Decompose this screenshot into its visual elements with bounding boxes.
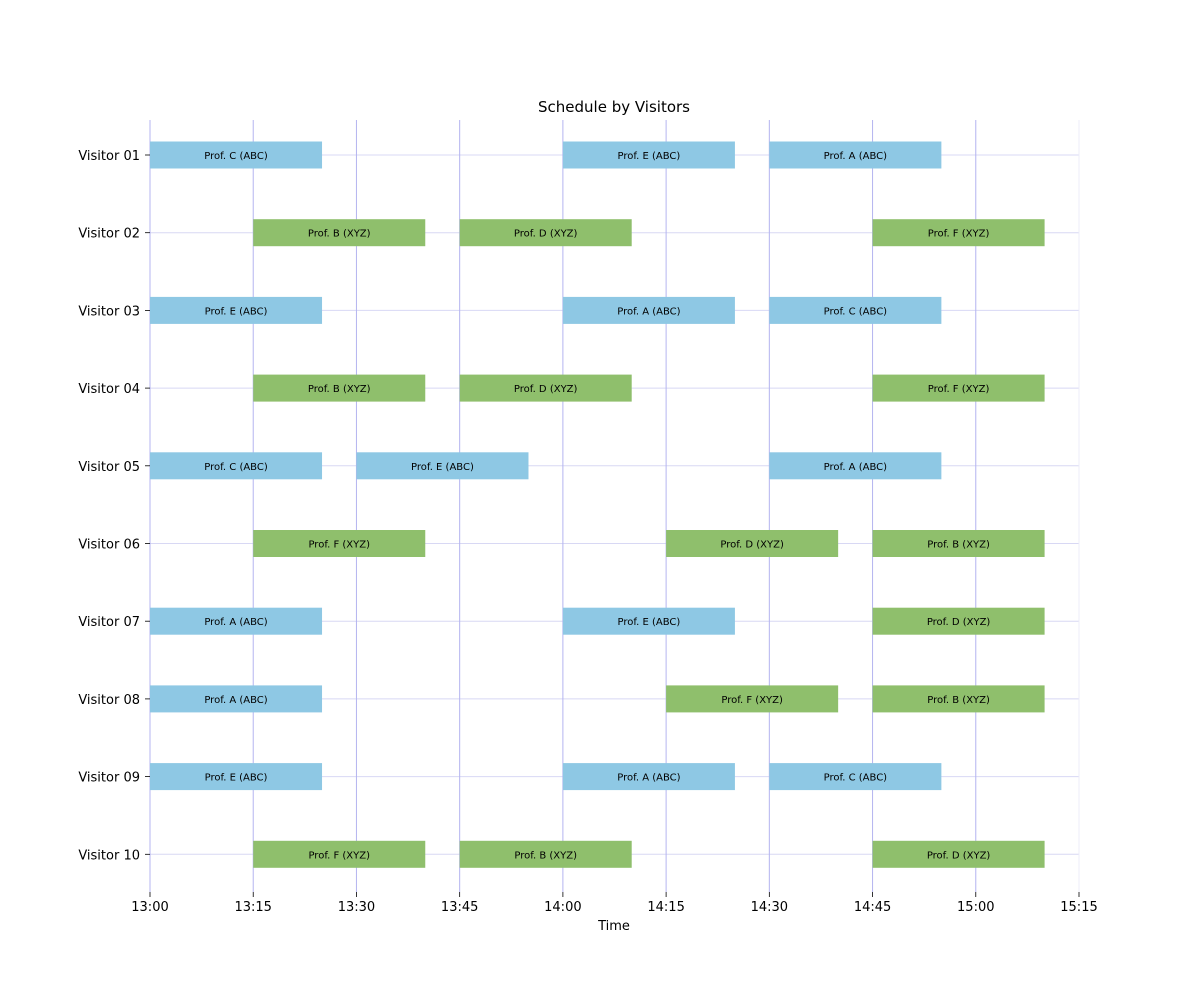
meeting-bar-label: Prof. A (ABC): [204, 695, 267, 706]
meeting-bar: [872, 219, 1045, 247]
meeting-bar-label: Prof. F (XYZ): [721, 695, 783, 706]
meeting-bar-label: Prof. D (XYZ): [720, 540, 784, 551]
x-axis-label: Time: [597, 919, 630, 934]
meeting-bar-label: Prof. B (XYZ): [514, 850, 577, 861]
meeting-bar: [562, 296, 735, 324]
meeting-bar-label: Prof. E (ABC): [205, 306, 268, 317]
meeting-bar: [666, 530, 839, 557]
x-tick-label: 14:45: [854, 900, 891, 915]
meeting-bar-label: Prof. A (ABC): [824, 151, 887, 162]
chart-title: Schedule by Visitors: [538, 98, 690, 116]
y-tick-label: Visitor 10: [78, 848, 140, 863]
meeting-bar: [253, 840, 426, 868]
meeting-bar: [253, 219, 426, 247]
meeting-bar: [562, 607, 735, 635]
x-tick-label: 14:00: [544, 900, 581, 915]
meeting-bar-label: Prof. D (XYZ): [927, 617, 991, 628]
meeting-bar: [666, 685, 839, 713]
meeting-bar-label: Prof. A (ABC): [824, 462, 887, 473]
meeting-bar-label: Prof. E (ABC): [411, 462, 474, 473]
meeting-bar: [872, 607, 1045, 635]
y-tick-label: Visitor 06: [78, 538, 140, 553]
meeting-bar: [150, 141, 323, 169]
y-tick-label: Visitor 03: [78, 304, 140, 319]
meeting-bar: [769, 296, 942, 324]
meeting-bar: [872, 374, 1045, 402]
y-tick-label: Visitor 09: [78, 771, 140, 786]
x-tick-label: 13:15: [234, 900, 271, 915]
meeting-bar-label: Prof. C (ABC): [824, 306, 888, 317]
meeting-bar-label: Prof. E (ABC): [617, 617, 680, 628]
meeting-bar: [769, 763, 942, 791]
meeting-bar: [562, 763, 735, 791]
meeting-bar: [769, 141, 942, 169]
x-tick-label: 15:15: [1060, 900, 1097, 915]
y-tick-label: Visitor 02: [78, 227, 140, 242]
meeting-bar-label: Prof. E (ABC): [617, 151, 680, 162]
meeting-bar-label: Prof. B (XYZ): [308, 229, 371, 240]
meeting-bar-label: Prof. C (ABC): [204, 151, 268, 162]
meeting-bar-label: Prof. A (ABC): [617, 306, 680, 317]
meeting-bar: [150, 607, 323, 635]
meeting-bar-label: Prof. C (ABC): [824, 773, 888, 784]
meeting-bar: [253, 374, 426, 402]
meeting-bar: [253, 530, 426, 557]
meeting-bar-label: Prof. F (XYZ): [308, 540, 370, 551]
x-tick-label: 13:30: [338, 900, 375, 915]
meeting-bar: [562, 141, 735, 169]
meeting-bar-label: Prof. A (ABC): [617, 773, 680, 784]
y-tick-label: Visitor 05: [78, 460, 140, 475]
meeting-bar: [459, 374, 632, 402]
axis-layer: 13:00 13:15 13:30 13:45 14:00 14:15 14:30 14:45…: [78, 149, 1097, 915]
meeting-bar: [872, 840, 1045, 868]
meeting-bar-label: Prof. F (XYZ): [928, 384, 990, 395]
y-tick-label: Visitor 04: [78, 382, 140, 397]
meeting-bar: [150, 452, 323, 480]
x-tick-label: 14:30: [751, 900, 788, 915]
meeting-bar: [459, 219, 632, 247]
meeting-bar-label: Prof. D (XYZ): [514, 229, 578, 240]
meeting-bar-label: Prof. D (XYZ): [514, 384, 578, 395]
meeting-bar-label: Prof. D (XYZ): [927, 850, 991, 861]
bar-layer: Prof. C (ABC) Prof. E (ABC) Prof. A (ABC) P…: [150, 141, 1045, 868]
meeting-bar: [150, 685, 323, 713]
meeting-bar-label: Prof. F (XYZ): [928, 229, 990, 240]
meeting-bar-label: Prof. A (ABC): [204, 617, 267, 628]
meeting-bar-label: Prof. B (XYZ): [308, 384, 371, 395]
x-tick-label: 15:00: [957, 900, 994, 915]
x-tick-label: 13:00: [131, 900, 168, 915]
meeting-bar-label: Prof. B (XYZ): [927, 695, 990, 706]
meeting-bar: [150, 763, 323, 791]
meeting-bar: [459, 840, 632, 868]
meeting-bar: [872, 685, 1045, 713]
x-tick-label: 13:45: [441, 900, 478, 915]
meeting-bar: [872, 530, 1045, 557]
meeting-bar-label: Prof. C (ABC): [204, 462, 268, 473]
y-tick-label: Visitor 01: [78, 149, 140, 164]
y-tick-label: Visitor 07: [78, 615, 140, 630]
x-tick-label: 14:15: [647, 900, 684, 915]
meeting-bar: [769, 452, 942, 480]
meeting-bar: [150, 296, 323, 324]
meeting-bar-label: Prof. E (ABC): [205, 773, 268, 784]
y-tick-label: Visitor 08: [78, 693, 140, 708]
meeting-bar: [356, 452, 529, 480]
meeting-bar-label: Prof. F (XYZ): [308, 850, 370, 861]
meeting-bar-label: Prof. B (XYZ): [927, 540, 990, 551]
